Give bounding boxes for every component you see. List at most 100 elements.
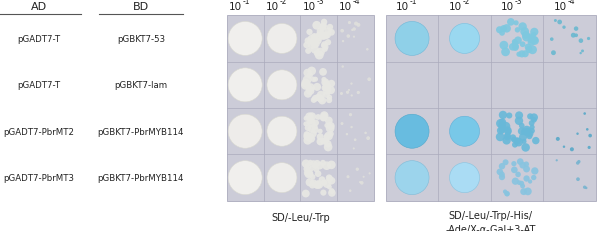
Ellipse shape	[521, 139, 527, 144]
Text: SD/-Leu/-Trp: SD/-Leu/-Trp	[271, 213, 329, 222]
Ellipse shape	[304, 90, 312, 98]
Ellipse shape	[320, 112, 329, 120]
Ellipse shape	[354, 22, 358, 26]
Ellipse shape	[320, 23, 327, 30]
Ellipse shape	[515, 117, 523, 125]
Ellipse shape	[315, 51, 324, 60]
Ellipse shape	[502, 122, 511, 131]
Ellipse shape	[323, 80, 329, 86]
Ellipse shape	[576, 161, 580, 165]
Ellipse shape	[313, 84, 321, 91]
Ellipse shape	[576, 133, 579, 135]
Ellipse shape	[554, 20, 557, 23]
Ellipse shape	[323, 85, 330, 92]
Ellipse shape	[308, 113, 316, 122]
Ellipse shape	[349, 113, 352, 117]
Ellipse shape	[228, 69, 262, 102]
Ellipse shape	[360, 181, 364, 185]
Ellipse shape	[311, 127, 319, 134]
Ellipse shape	[499, 31, 505, 36]
Ellipse shape	[523, 128, 532, 137]
Ellipse shape	[301, 79, 310, 88]
Ellipse shape	[512, 42, 518, 48]
Ellipse shape	[531, 167, 538, 175]
Ellipse shape	[304, 137, 312, 145]
Ellipse shape	[532, 33, 536, 38]
Ellipse shape	[313, 181, 322, 189]
Ellipse shape	[301, 82, 310, 90]
Ellipse shape	[312, 163, 319, 169]
Ellipse shape	[366, 137, 370, 140]
Ellipse shape	[326, 122, 335, 131]
Ellipse shape	[305, 163, 311, 170]
Ellipse shape	[321, 180, 327, 186]
Ellipse shape	[322, 32, 329, 40]
Ellipse shape	[354, 139, 356, 142]
Ellipse shape	[325, 123, 329, 128]
Ellipse shape	[499, 174, 505, 180]
Ellipse shape	[519, 123, 524, 129]
Ellipse shape	[311, 46, 319, 54]
Ellipse shape	[562, 26, 566, 30]
Ellipse shape	[319, 176, 325, 183]
Ellipse shape	[309, 166, 314, 171]
Ellipse shape	[512, 45, 518, 52]
Ellipse shape	[308, 42, 315, 50]
Ellipse shape	[527, 36, 535, 44]
Ellipse shape	[304, 122, 308, 127]
Ellipse shape	[526, 134, 532, 140]
Ellipse shape	[317, 96, 324, 103]
Ellipse shape	[317, 91, 325, 99]
Ellipse shape	[530, 125, 535, 130]
Text: pGADT7-PbrMT3: pGADT7-PbrMT3	[4, 173, 74, 182]
Ellipse shape	[267, 163, 297, 193]
Ellipse shape	[323, 87, 331, 95]
Ellipse shape	[320, 138, 327, 145]
Text: 10: 10	[396, 2, 409, 12]
Ellipse shape	[522, 32, 530, 40]
Ellipse shape	[313, 164, 319, 169]
Ellipse shape	[324, 32, 331, 40]
Ellipse shape	[514, 138, 523, 147]
Text: pGBKT7-PbrMYB114: pGBKT7-PbrMYB114	[98, 127, 184, 136]
Ellipse shape	[586, 128, 589, 131]
Ellipse shape	[327, 95, 332, 100]
Ellipse shape	[312, 41, 320, 49]
Ellipse shape	[320, 190, 326, 196]
Ellipse shape	[362, 176, 365, 178]
Ellipse shape	[315, 171, 322, 177]
Ellipse shape	[503, 160, 509, 166]
Ellipse shape	[366, 49, 368, 51]
Ellipse shape	[523, 166, 530, 173]
Ellipse shape	[528, 34, 533, 40]
Ellipse shape	[346, 175, 350, 179]
Text: 10: 10	[266, 2, 279, 12]
Ellipse shape	[319, 33, 327, 40]
Ellipse shape	[327, 87, 335, 95]
Text: -2: -2	[462, 0, 470, 6]
Ellipse shape	[305, 49, 311, 55]
Ellipse shape	[511, 161, 517, 167]
Text: pGBKT7-lam: pGBKT7-lam	[115, 81, 167, 90]
Ellipse shape	[348, 90, 350, 91]
Ellipse shape	[324, 132, 333, 141]
Ellipse shape	[395, 161, 429, 195]
Ellipse shape	[316, 34, 323, 42]
Ellipse shape	[267, 70, 297, 100]
Ellipse shape	[324, 143, 332, 152]
Ellipse shape	[312, 95, 319, 102]
Ellipse shape	[524, 188, 532, 195]
Ellipse shape	[523, 176, 530, 182]
Ellipse shape	[517, 159, 524, 165]
Ellipse shape	[305, 125, 311, 131]
Ellipse shape	[580, 53, 582, 55]
Ellipse shape	[499, 163, 505, 170]
Ellipse shape	[532, 137, 539, 145]
Ellipse shape	[306, 87, 314, 96]
Ellipse shape	[329, 188, 335, 194]
Ellipse shape	[323, 137, 329, 143]
Ellipse shape	[313, 77, 318, 82]
Ellipse shape	[311, 35, 319, 43]
Ellipse shape	[512, 40, 517, 45]
Ellipse shape	[322, 42, 328, 48]
